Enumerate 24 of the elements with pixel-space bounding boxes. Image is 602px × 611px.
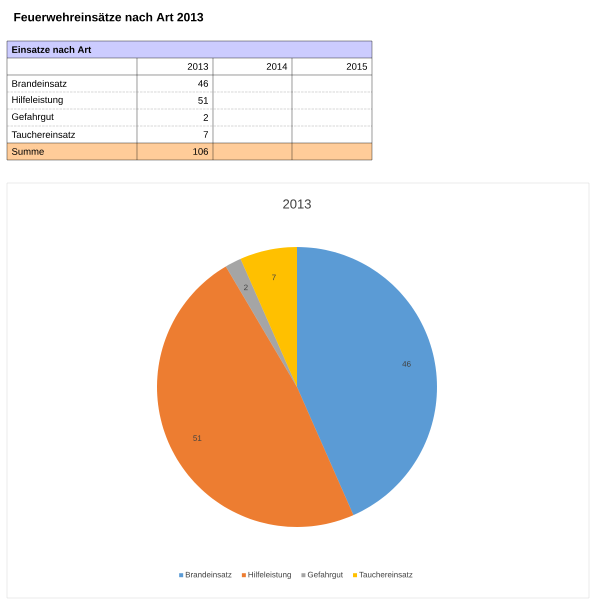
data-label: 46 (402, 361, 411, 367)
category-label: Brandeinsatz (12, 80, 67, 87)
data-label: 51 (193, 435, 202, 441)
text: Einsatze nach Art (12, 46, 92, 53)
text: Feuerwehreinsätze nach Art 2013 (14, 12, 204, 22)
text: 106 (193, 148, 208, 155)
chart-title: 2013 (283, 199, 311, 209)
text: 46 (198, 80, 208, 87)
category-label: Tauchereinsatz (12, 131, 75, 138)
text: 2 (204, 114, 208, 121)
data-label: 2 (244, 284, 248, 290)
legend-label: Brandeinsatz (186, 572, 232, 578)
legend-label: Hilfeleistung (248, 572, 291, 580)
text: 7 (204, 131, 208, 138)
data-label: 7 (272, 274, 276, 280)
text: 2014 (266, 63, 288, 70)
text: 2013 (188, 63, 208, 70)
category-label: Hilfeleistung (12, 96, 63, 105)
text: 2015 (346, 63, 368, 70)
category-label: Gefahrgut (12, 113, 54, 122)
legend-label: Tauchereinsatz (359, 572, 412, 578)
text: 51 (198, 97, 208, 104)
text: Summe (12, 148, 44, 155)
legend-label: Gefahrgut (308, 572, 343, 580)
